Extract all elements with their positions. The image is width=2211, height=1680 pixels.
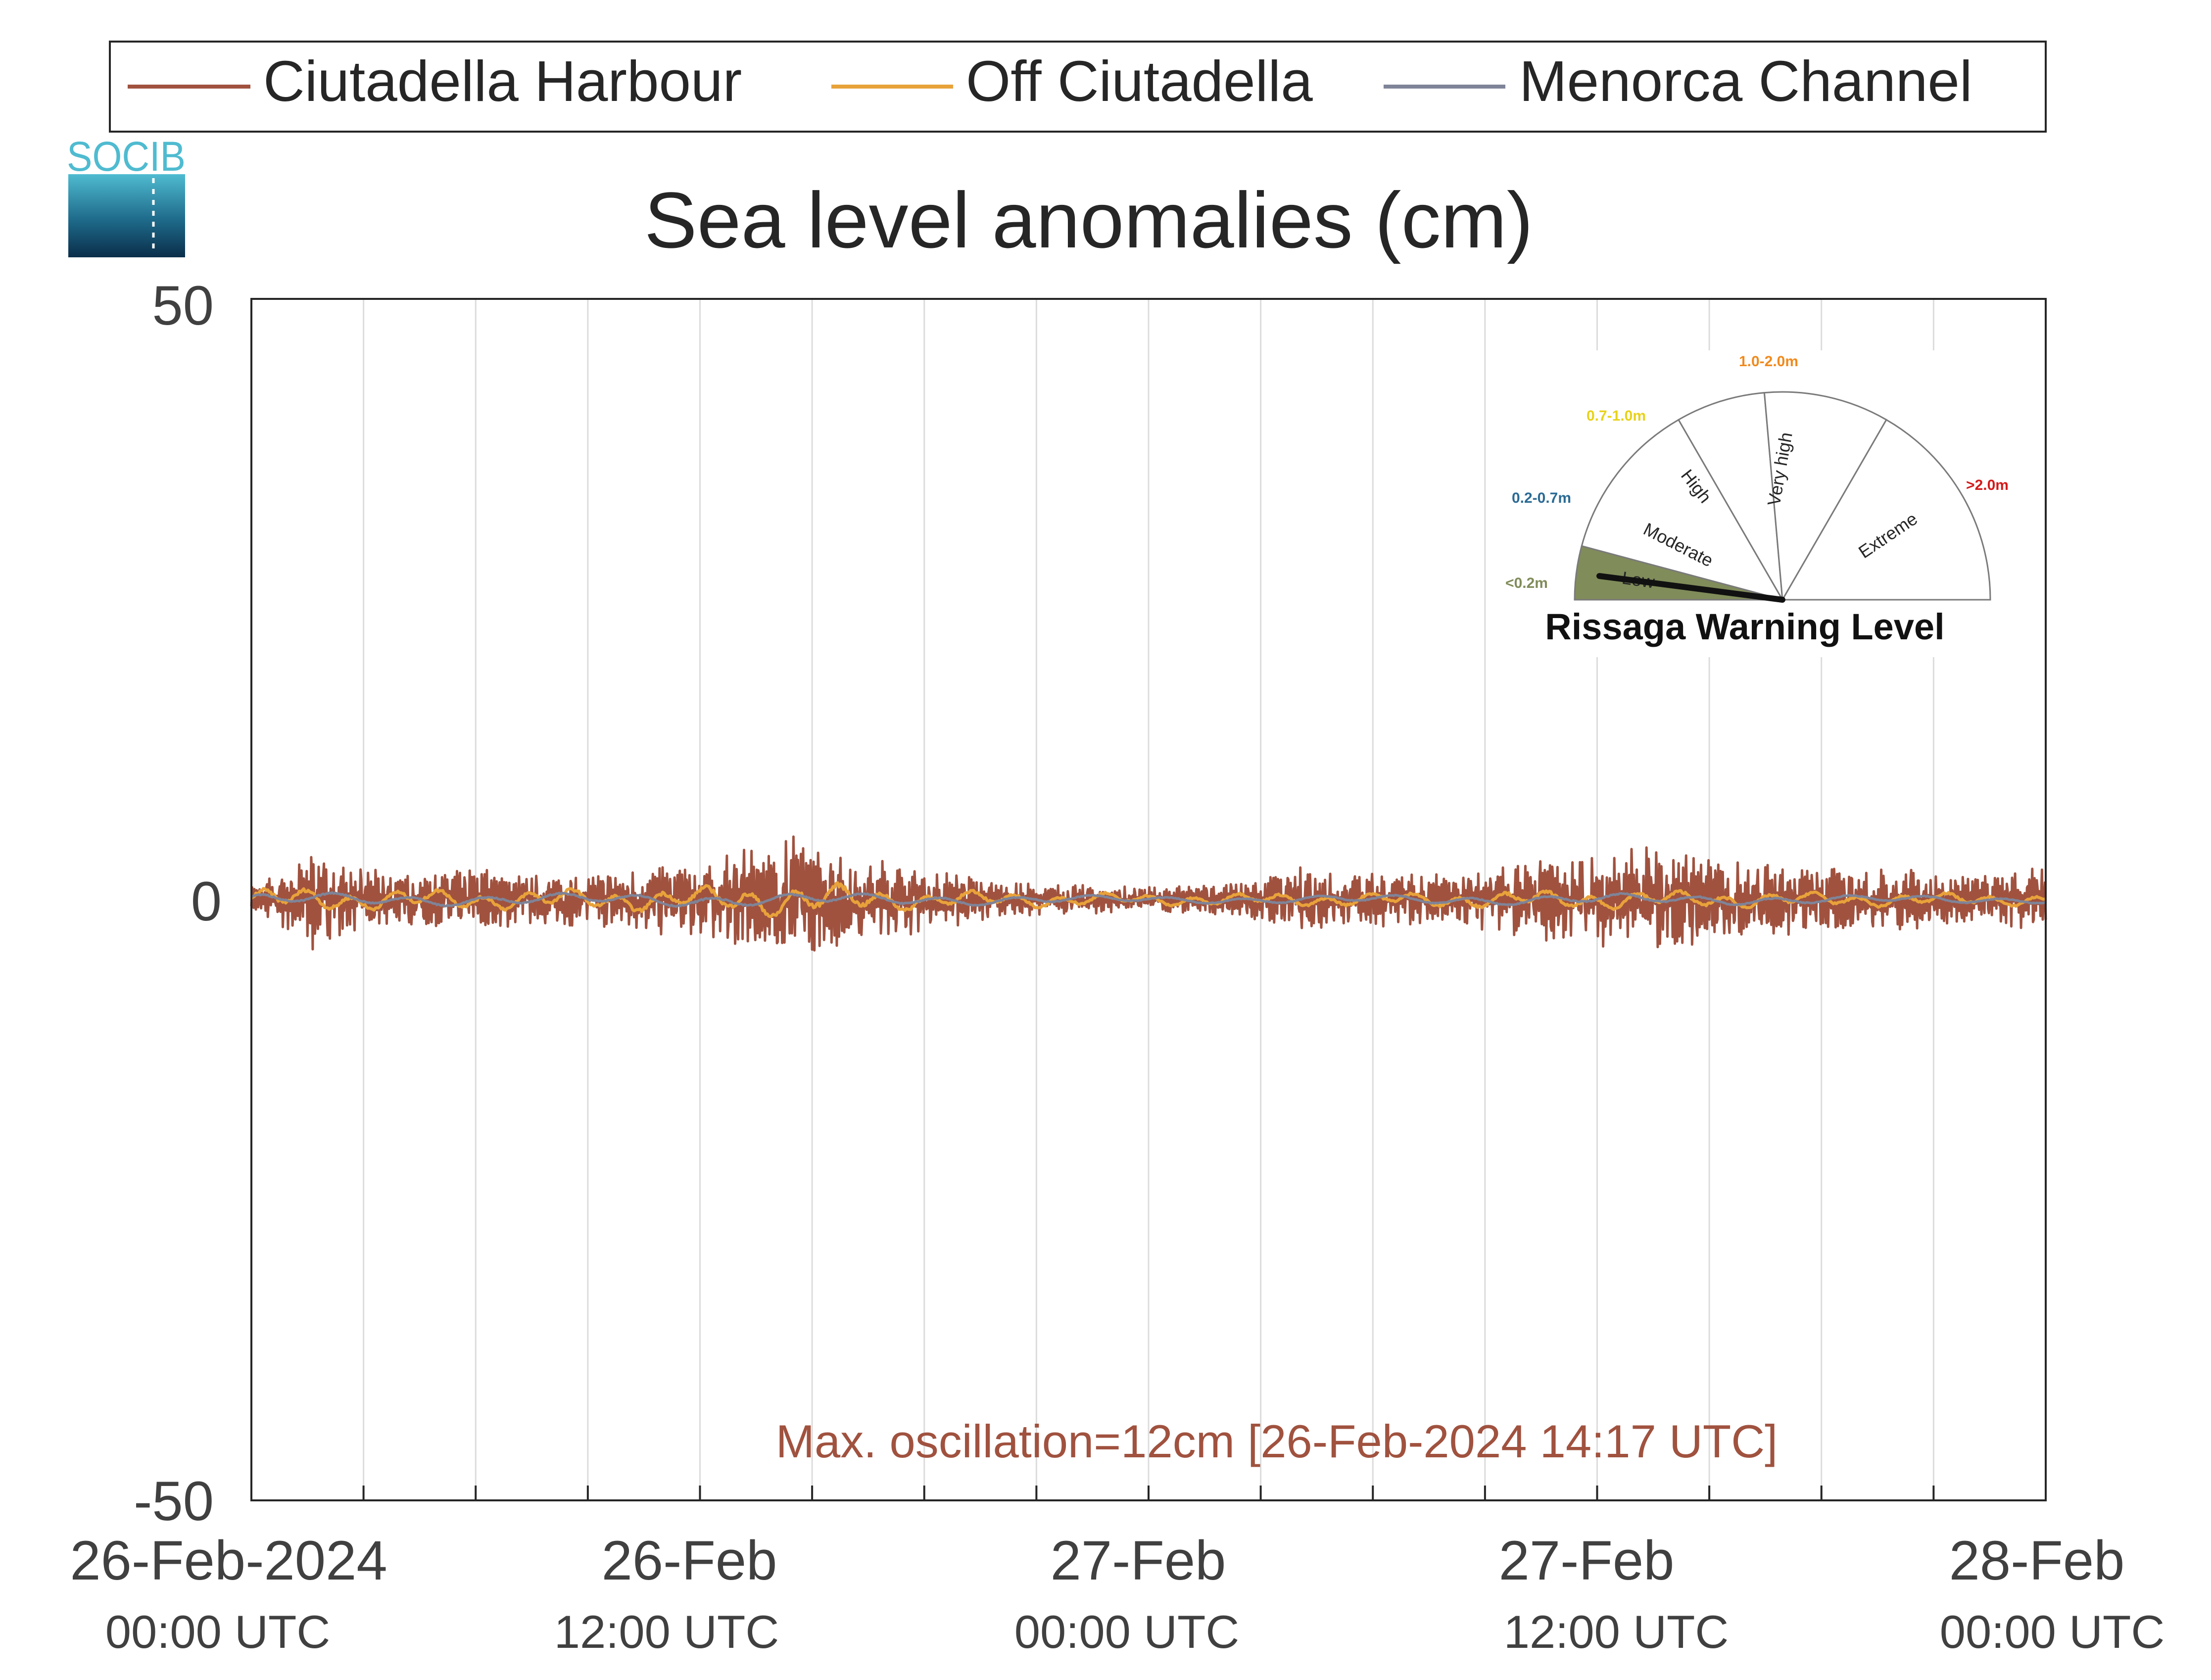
max-oscillation-annotation: Max. oscillation=12cm [26-Feb-2024 14:17… bbox=[776, 1415, 1778, 1467]
legend: Ciutadella Harbour Off Ciutadella Menorc… bbox=[109, 41, 2047, 133]
x-tick-label-0-time: 00:00 UTC bbox=[105, 1606, 331, 1658]
legend-entry-off-ciutadella: Off Ciutadella bbox=[831, 49, 1313, 113]
socib-logo-block bbox=[68, 174, 185, 257]
gauge-sector-extreme bbox=[1781, 419, 1991, 601]
gauge-range-moderate: 0.2-0.7m bbox=[1512, 490, 1571, 506]
legend-entry-menorca-channel: Menorca Channel bbox=[1384, 49, 1972, 113]
x-tick-label-0-date: 26-Feb-2024 bbox=[70, 1530, 387, 1591]
gauge-sectors bbox=[1574, 391, 1991, 602]
legend-label-off-ciutadella: Off Ciutadella bbox=[966, 49, 1313, 113]
gauge-range-extreme: >2.0m bbox=[1966, 477, 2009, 493]
x-tick-label-1-date: 26-Feb bbox=[602, 1530, 777, 1591]
gauge-needle bbox=[1596, 573, 1785, 603]
x-tick-label-3-date: 27-Feb bbox=[1499, 1530, 1675, 1591]
x-tick-label-4-time: 00:00 UTC bbox=[1940, 1606, 2165, 1658]
series-line-menorca-channel bbox=[250, 891, 2046, 908]
rissaga-warning-gauge: <0.2m 0.2-0.7m 0.7-1.0m 1.0-2.0m >2.0m L… bbox=[1499, 350, 2030, 657]
x-tick-label-2-date: 27-Feb bbox=[1051, 1530, 1226, 1591]
legend-frame bbox=[109, 41, 2047, 133]
gauge-range-high: 0.7-1.0m bbox=[1586, 408, 1646, 424]
gauge-range-labels: <0.2m 0.2-0.7m 0.7-1.0m 1.0-2.0m >2.0m bbox=[1505, 353, 2009, 591]
gauge-sector-high bbox=[1677, 391, 1783, 600]
chart-title: Sea level anomalies (cm) bbox=[644, 176, 1533, 264]
x-tick-label-4-date: 28-Feb bbox=[1949, 1530, 2125, 1591]
gauge-sector-moderate bbox=[1581, 419, 1784, 601]
y-axis: 50 0 -50 bbox=[134, 275, 222, 1532]
series-line-off-ciutadella bbox=[250, 881, 2046, 918]
x-tick-marks bbox=[362, 1486, 1935, 1500]
legend-label-ciutadella-harbour: Ciutadella Harbour bbox=[263, 49, 742, 113]
socib-logo-text: SOCIB bbox=[67, 133, 186, 180]
x-axis: 26-Feb-2024 00:00 UTC 26-Feb 12:00 UTC 2… bbox=[70, 1530, 2164, 1658]
x-tick-label-1-time: 12:00 UTC bbox=[554, 1606, 779, 1658]
gauge-title: Rissaga Warning Level bbox=[1545, 606, 1944, 647]
series-lines bbox=[250, 835, 2047, 952]
socib-logo: SOCIB bbox=[67, 133, 186, 257]
x-tick-label-3-time: 12:00 UTC bbox=[1504, 1606, 1729, 1658]
gauge-range-low: <0.2m bbox=[1505, 575, 1548, 591]
gauge-sector-very-high bbox=[1763, 391, 1888, 602]
legend-entry-ciutadella-harbour: Ciutadella Harbour bbox=[128, 49, 742, 113]
x-tick-label-2-time: 00:00 UTC bbox=[1014, 1606, 1240, 1658]
legend-label-menorca-channel: Menorca Channel bbox=[1519, 49, 1972, 113]
y-tick-label-minus-50: -50 bbox=[134, 1470, 214, 1532]
gauge-range-very-high: 1.0-2.0m bbox=[1739, 353, 1798, 370]
y-tick-label-50: 50 bbox=[152, 275, 214, 336]
y-tick-label-0: 0 bbox=[191, 870, 222, 932]
